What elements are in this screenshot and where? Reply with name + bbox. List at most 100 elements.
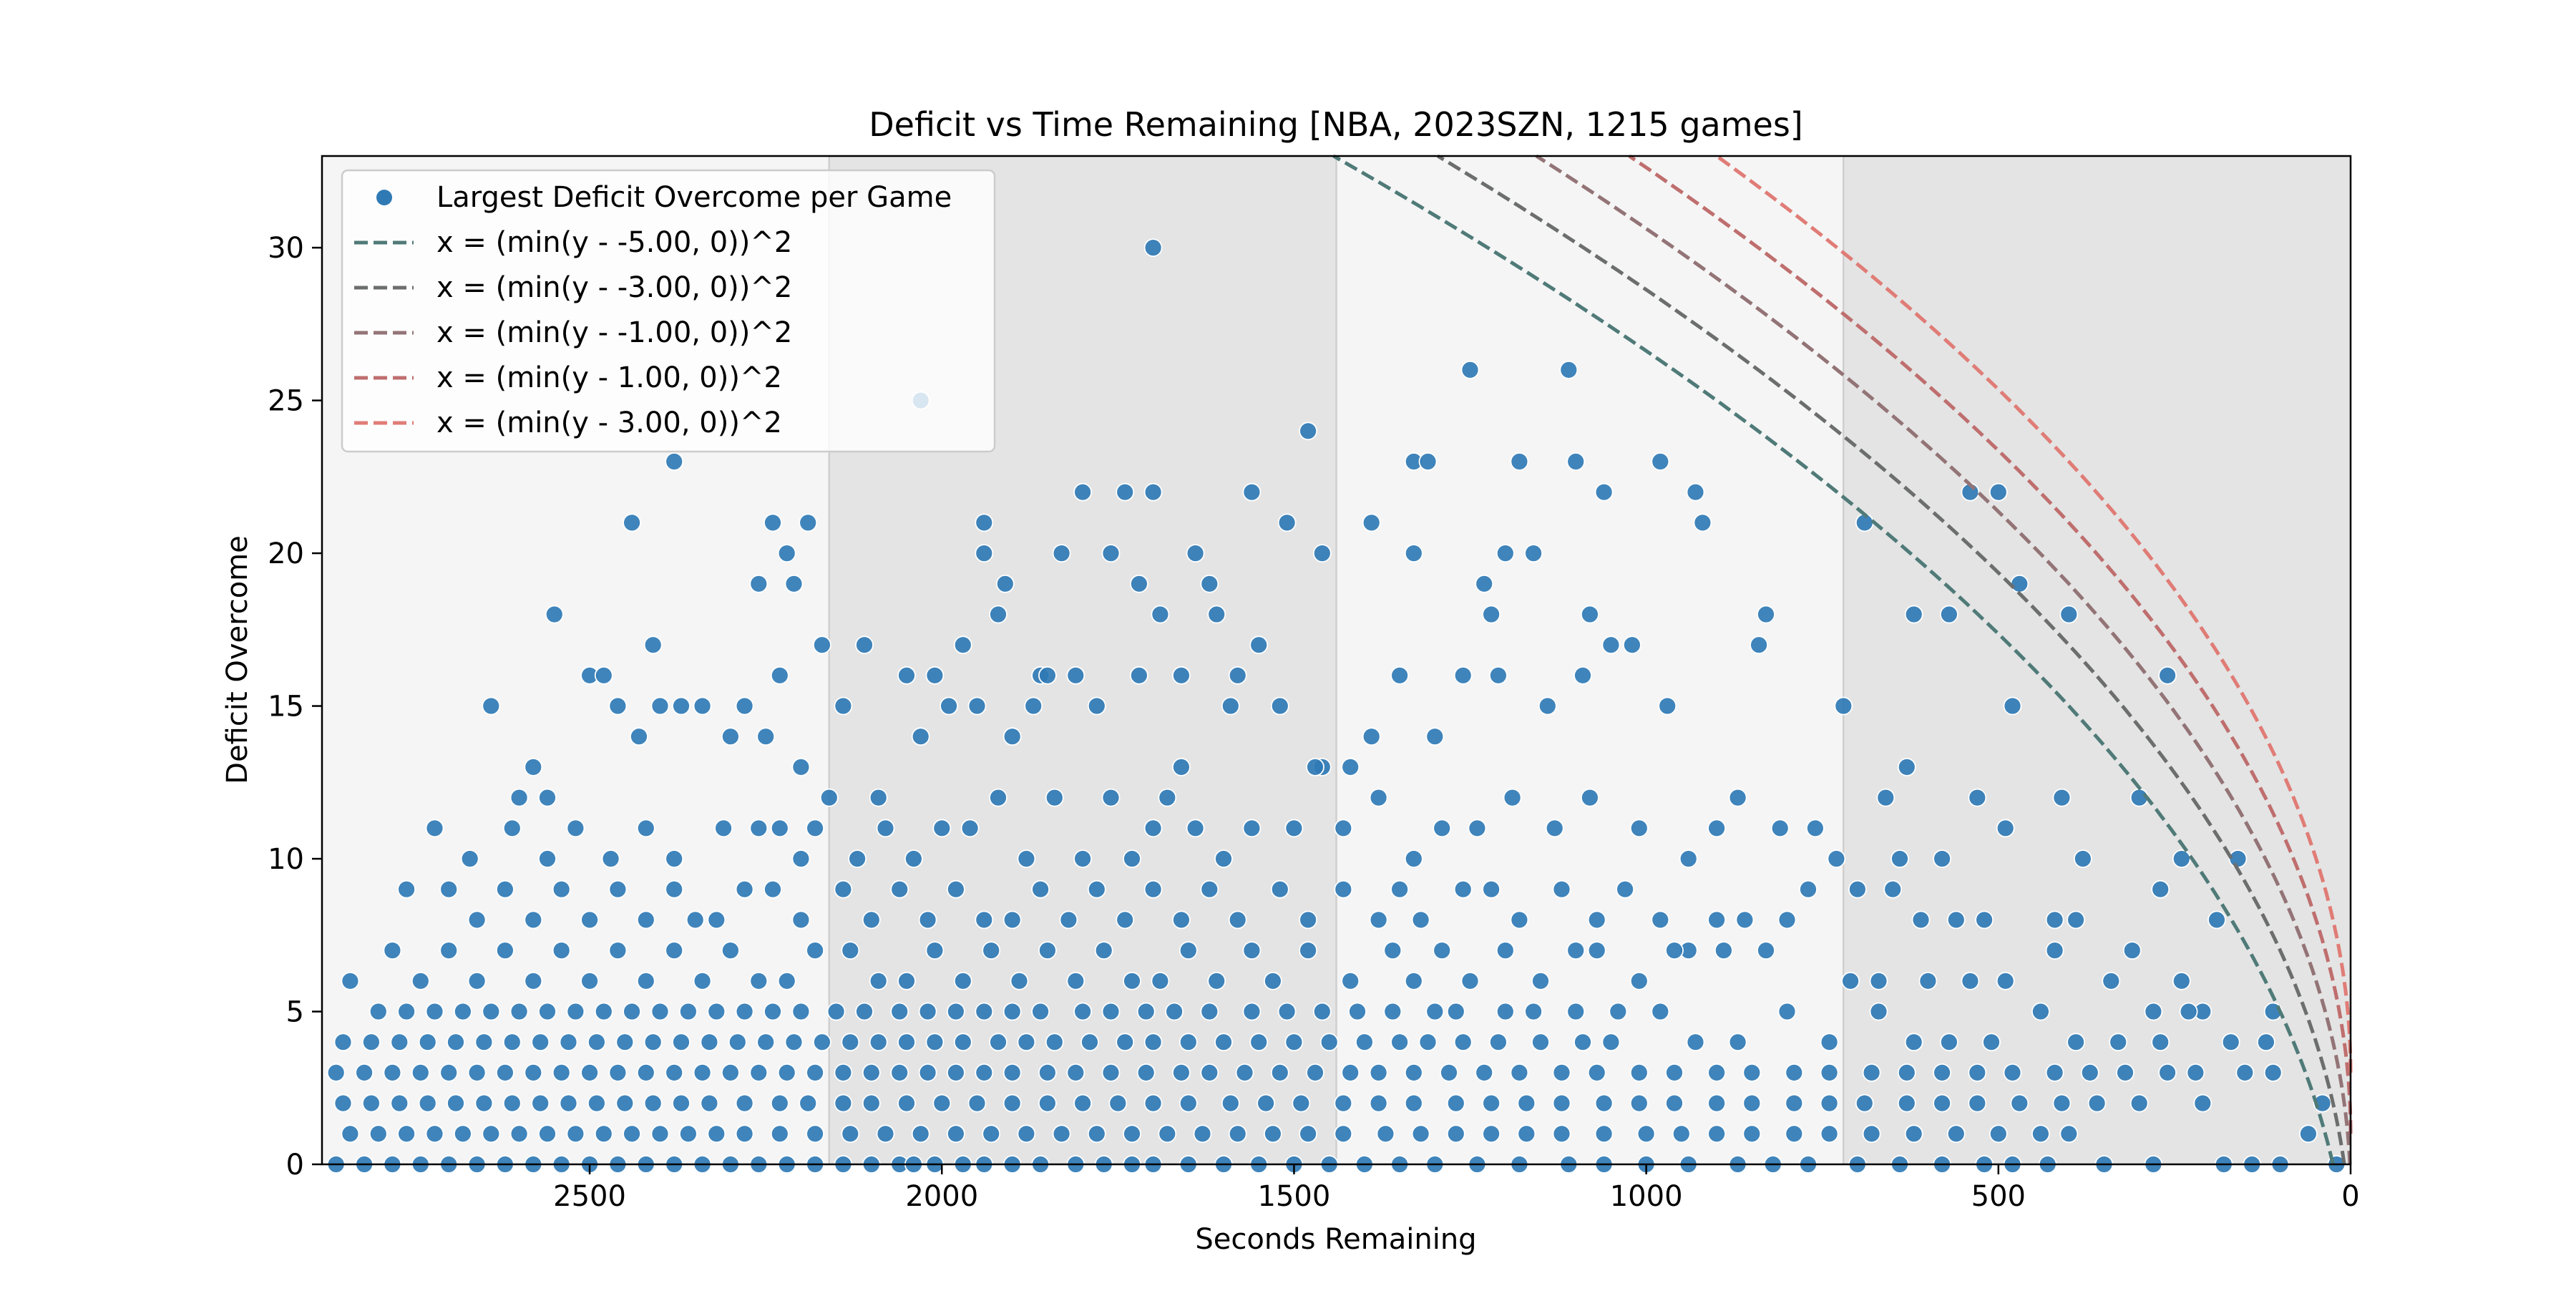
data-point: [932, 819, 952, 838]
data-point: [1101, 1002, 1121, 1021]
data-point: [707, 1124, 726, 1144]
data-point: [615, 1093, 635, 1113]
data-point: [467, 1063, 487, 1082]
data-point: [1587, 910, 1606, 930]
data-point: [650, 1002, 670, 1021]
data-point: [482, 696, 501, 716]
data-point: [1017, 1124, 1036, 1144]
data-point: [1066, 1063, 1085, 1082]
data-point: [1017, 849, 1036, 868]
data-point: [594, 1002, 613, 1021]
data-point: [679, 1002, 698, 1021]
data-point: [1728, 788, 1747, 807]
data-point: [869, 971, 888, 990]
data-point: [2256, 1033, 2275, 1052]
data-point: [1475, 1063, 1494, 1082]
data-point: [904, 849, 923, 868]
data-point: [967, 696, 987, 716]
data-point: [1686, 482, 1705, 502]
data-point: [925, 1033, 945, 1052]
data-point: [665, 1063, 684, 1082]
data-point: [1404, 971, 1423, 990]
data-point: [1827, 849, 1846, 868]
data-point: [763, 1002, 782, 1021]
data-point: [770, 666, 789, 685]
data-point: [1052, 1124, 1071, 1144]
data-point: [989, 605, 1008, 624]
data-point: [1101, 1063, 1121, 1082]
data-point: [770, 1124, 789, 1144]
data-point: [418, 1093, 437, 1113]
data-point: [1594, 482, 1614, 502]
data-point: [784, 574, 804, 593]
data-point: [862, 910, 881, 930]
data-point: [1750, 635, 1769, 655]
data-point: [1200, 574, 1219, 593]
data-point: [1566, 452, 1586, 471]
data-point: [1679, 849, 1698, 868]
data-point: [1186, 544, 1205, 562]
data-point: [1503, 788, 1522, 807]
data-point: [947, 1002, 965, 1021]
data-point: [841, 941, 860, 960]
data-point: [749, 1063, 769, 1082]
data-point: [1284, 1033, 1304, 1052]
data-point: [1510, 910, 1529, 930]
data-point: [1200, 880, 1219, 899]
data-point: [806, 1063, 824, 1082]
legend-label-curve: x = (min(y - -1.00, 0))^2: [436, 316, 792, 349]
data-point: [826, 1002, 846, 1021]
data-point: [1017, 1033, 1036, 1052]
data-point: [502, 1093, 522, 1113]
data-point: [1369, 910, 1388, 930]
data-point: [1200, 1002, 1219, 1021]
data-point: [1045, 788, 1064, 807]
data-point: [693, 971, 712, 990]
data-point: [1390, 1033, 1409, 1052]
data-point: [1904, 605, 1923, 624]
data-point: [763, 513, 782, 532]
data-point: [1446, 1002, 1465, 1021]
data-point: [1052, 544, 1071, 562]
data-point: [1707, 1063, 1727, 1082]
data-point: [665, 452, 684, 471]
data-point: [411, 971, 430, 990]
data-point: [1200, 1063, 1219, 1082]
data-point: [1496, 544, 1515, 562]
data-point: [1968, 788, 1987, 807]
data-point: [1531, 1033, 1550, 1052]
data-point: [643, 1033, 663, 1052]
data-point: [1425, 1002, 1445, 1021]
data-point: [1933, 849, 1952, 868]
data-point: [1143, 1033, 1163, 1052]
data-point: [1002, 910, 1022, 930]
data-point: [1024, 696, 1043, 716]
data-point: [2172, 849, 2191, 868]
data-point: [467, 910, 487, 930]
data-point: [1341, 758, 1360, 776]
data-point: [341, 971, 360, 990]
data-point: [1390, 666, 1409, 685]
data-point: [636, 819, 655, 838]
reference-curves: [1332, 154, 2353, 1165]
data-point: [1369, 1063, 1388, 1082]
data-point: [1073, 1093, 1092, 1113]
data-point: [2151, 1033, 2170, 1052]
data-point: [953, 635, 972, 655]
data-point: [1933, 1093, 1952, 1113]
data-point: [960, 819, 980, 838]
data-point: [531, 1093, 550, 1113]
curve-line-3: [1535, 154, 2352, 1165]
data-point: [1334, 1093, 1353, 1113]
data-point: [1820, 1093, 1839, 1113]
data-point: [636, 971, 655, 990]
data-point: [665, 880, 684, 899]
data-point: [1136, 1063, 1156, 1082]
data-point: [1496, 1002, 1515, 1021]
data-point: [1594, 1124, 1614, 1144]
data-point: [1580, 788, 1599, 807]
data-point: [1270, 1063, 1289, 1082]
data-point: [1897, 758, 1916, 776]
data-point: [911, 727, 930, 746]
